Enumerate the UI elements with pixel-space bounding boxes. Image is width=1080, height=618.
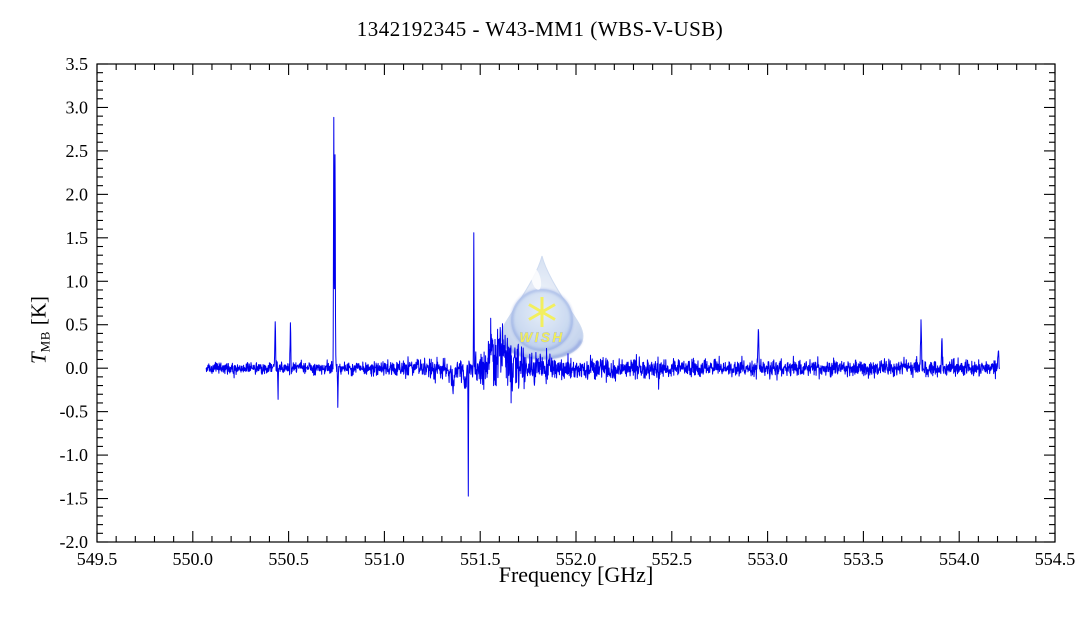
wish-star-icon (528, 297, 556, 327)
x-tick-label: 550.0 (173, 549, 214, 569)
wish-watermark: WISH (500, 255, 584, 360)
x-tick-label: 549.5 (77, 549, 118, 569)
y-tick-label: 2.0 (66, 184, 89, 204)
y-tick-label: 0.5 (66, 315, 89, 335)
x-tick-label: 553.0 (747, 549, 788, 569)
water-drop-inner-rim (510, 288, 574, 352)
y-tick-label: 3.5 (66, 54, 89, 74)
y-label-subscript: MB (37, 331, 53, 353)
y-tick-label: -1.0 (60, 445, 89, 465)
x-axis-label: Frequency [GHz] (498, 562, 654, 587)
y-tick-label: 0.0 (66, 358, 89, 378)
y-tick-label: 3.0 (66, 97, 89, 117)
drop-highlight (530, 268, 542, 290)
y-tick-label: -0.5 (60, 402, 89, 422)
x-tick-label: 554.0 (939, 549, 980, 569)
x-tick-label: 551.0 (364, 549, 405, 569)
x-tick-label: 551.5 (460, 549, 501, 569)
x-tick-label: 552.5 (652, 549, 693, 569)
x-tick-label: 553.5 (843, 549, 884, 569)
y-tick-label: 2.5 (66, 141, 89, 161)
y-tick-label: -1.5 (60, 489, 89, 509)
y-tick-label: -2.0 (60, 532, 89, 552)
plot-frame (96, 63, 1056, 543)
y-label-symbol: T (26, 352, 51, 365)
x-tick-label: 550.5 (268, 549, 309, 569)
x-tick-label: 552.0 (556, 549, 597, 569)
y-axis-label: TMB [K] (27, 296, 54, 364)
x-tick-label: 554.5 (1035, 549, 1076, 569)
y-tick-label: 1.5 (66, 228, 89, 248)
y-tick-label: 1.0 (66, 271, 89, 291)
spectrum-line (205, 116, 1000, 497)
y-label-unit: [K] (26, 295, 51, 326)
plot-title: 1342192345 - W43-MM1 (WBS-V-USB) (356, 17, 724, 41)
wish-label: WISH (519, 330, 564, 345)
